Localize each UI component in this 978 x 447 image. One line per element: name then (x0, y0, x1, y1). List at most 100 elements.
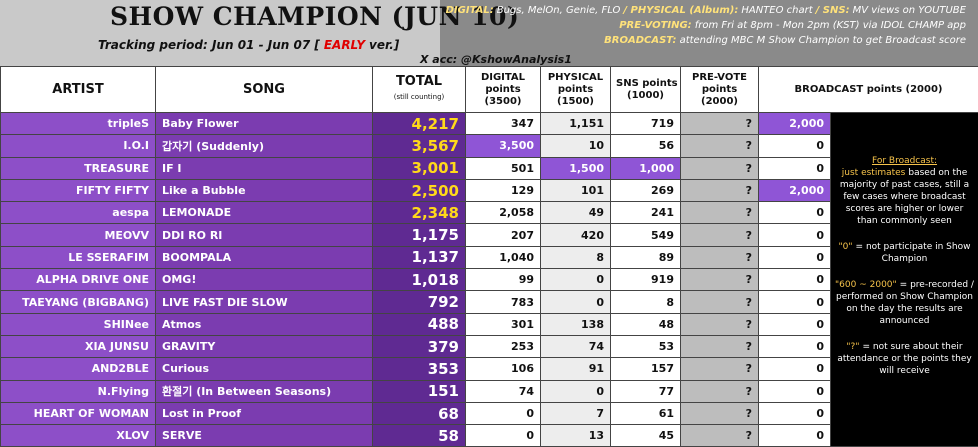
physical-cell: 1,151 (540, 111, 611, 136)
song-cell: GRAVITY (155, 334, 373, 359)
table-row: ALPHA DRIVE ONE OMG! 1,018 99 0 919? 0 (0, 268, 978, 292)
prevote-cell: ? (680, 268, 759, 292)
sns-cell: 56 (610, 134, 681, 158)
sns-cell: 919 (610, 268, 681, 292)
legend-paragraph: "?" = not sure about their attendance or … (835, 341, 974, 377)
physical-cell: 1,500 (540, 156, 611, 180)
total-cell: 151 (372, 379, 466, 403)
header-line: BROADCAST points (2000) (794, 83, 943, 95)
header-line: points (485, 83, 521, 95)
sns-cell: 48 (610, 312, 681, 336)
table-row: XIA JUNSU GRAVITY 379 253 74 53? 0 (0, 334, 978, 359)
song-cell: 갑자기 (Suddenly) (155, 134, 373, 158)
legend-key: "0" (838, 242, 853, 252)
column-header: BROADCAST points (2000) (757, 66, 978, 113)
broadcast-cell: 0 (758, 401, 831, 426)
total-cell: 2,348 (372, 201, 466, 225)
total-cell: 58 (372, 424, 466, 447)
note-segment: DIGITAL: Bugs, MelOn, Genie, FLO (446, 5, 621, 16)
note-line: DIGITAL: Bugs, MelOn, Genie, FLO / PHYSICA… (443, 3, 966, 18)
prevote-cell: ? (680, 401, 759, 426)
column-header: SONG (155, 66, 373, 113)
physical-cell: 10 (540, 134, 611, 158)
sns-cell: 45 (610, 424, 681, 447)
song-cell: Curious (155, 357, 373, 381)
artist-cell: ALPHA DRIVE ONE (0, 268, 156, 292)
prevote-cell: ? (680, 134, 759, 158)
ranking-table: ARTIST SONG TOTAL (still counting) DIGITAL po… (0, 66, 978, 447)
broadcast-cell: 0 (758, 290, 831, 314)
legend-key: just estimates (841, 168, 906, 178)
physical-cell: 91 (540, 357, 611, 381)
sns-cell: 1,000 (610, 156, 681, 180)
prevote-cell: ? (680, 178, 759, 203)
physical-cell: 8 (540, 245, 611, 270)
note-segment: PRE-VOTING: from Fri at 8pm - Mon 2pm (KS… (619, 20, 966, 31)
note-label: / PHYSICAL (Album): (623, 5, 739, 16)
note-text: HANTEO chart (741, 5, 813, 16)
table-row: aespa LEMONADE 2,348 2,058 49 241? 0 (0, 201, 978, 225)
physical-cell: 0 (540, 379, 611, 403)
total-cell: 792 (372, 290, 466, 314)
song-cell: Like a Bubble (155, 178, 373, 203)
table-row: MEOVV DDI RO RI 1,175 207 420 549? 0 (0, 223, 978, 247)
table-row: I.O.I 갑자기 (Suddenly) 3,567 3,500 10 56? 0 (0, 134, 978, 158)
legend-panel: For Broadcast: just estimates based on the… (829, 111, 978, 447)
total-cell: 4,217 (372, 111, 466, 136)
sns-cell: 8 (610, 290, 681, 314)
legend-key: "?" (846, 342, 860, 352)
table-row: TREASURE IF I 3,001 501 1,500 1,000? 0 (0, 156, 978, 180)
total-cell: 3,567 (372, 134, 466, 158)
legend-key: "600 ~ 2000" (835, 280, 897, 290)
column-header: DIGITAL points (3500) (465, 66, 541, 113)
prevote-cell: ? (680, 201, 759, 225)
digital-cell: 207 (465, 223, 541, 247)
broadcast-cell: 0 (758, 156, 831, 180)
total-cell: 68 (372, 401, 466, 426)
note-segment: / SNS: MV views on YOUTUBE (816, 5, 966, 16)
legend-text: = not participate in Show Champion (855, 242, 971, 264)
physical-cell: 101 (540, 178, 611, 203)
song-cell: 환절기 (In Between Seasons) (155, 379, 373, 403)
note-text: from Fri at 8pm - Mon 2pm (KST) via IDOL… (694, 20, 966, 31)
digital-cell: 106 (465, 357, 541, 381)
artist-cell: TAEYANG (BIGBANG) (0, 290, 156, 314)
note-text: Bugs, MelOn, Genie, FLO (496, 5, 621, 16)
table-row: XLOV SERVE 58 0 13 45? 0 (0, 424, 978, 447)
column-header: ARTIST (0, 66, 156, 113)
legend-paragraph: just estimates based on the majority of p… (835, 167, 974, 227)
broadcast-cell: 0 (758, 245, 831, 270)
total-cell: 3,001 (372, 156, 466, 180)
broadcast-cell: 0 (758, 223, 831, 247)
tracking-early: EARLY (323, 38, 366, 52)
song-cell: LEMONADE (155, 201, 373, 225)
digital-cell: 129 (465, 178, 541, 203)
prevote-cell: ? (680, 357, 759, 381)
sns-cell: 241 (610, 201, 681, 225)
column-header: PHYSICAL points (1500) (540, 66, 611, 113)
prevote-cell: ? (680, 379, 759, 403)
song-cell: DDI RO RI (155, 223, 373, 247)
song-cell: BOOMPALA (155, 245, 373, 270)
prevote-cell: ? (680, 334, 759, 359)
sns-cell: 89 (610, 245, 681, 270)
header-line: SNS points (616, 77, 678, 89)
artist-cell: XLOV (0, 424, 156, 447)
prevote-cell: ? (680, 156, 759, 180)
header-line: (3500) (484, 95, 522, 107)
total-cell: 1,137 (372, 245, 466, 270)
note-label: PRE-VOTING: (619, 20, 692, 31)
header-line: (2000) (701, 95, 738, 107)
title: SHOW CHAMPION (JUN 10) (110, 2, 520, 31)
tracking-prefix: Tracking period: Jun 01 - Jun 07 [ (98, 38, 320, 52)
header-note: (still counting) (393, 93, 445, 101)
header-notes: DIGITAL: Bugs, MelOn, Genie, FLO / PHYSICA… (443, 3, 966, 48)
physical-cell: 13 (540, 424, 611, 447)
table-row: tripleS Baby Flower 4,217 347 1,151 719? 2,000… (0, 111, 978, 447)
header-line: points (701, 83, 738, 95)
note-label: BROADCAST: (604, 35, 677, 46)
artist-cell: LE SSERAFIM (0, 245, 156, 270)
prevote-cell: ? (680, 245, 759, 270)
sns-cell: 61 (610, 401, 681, 426)
